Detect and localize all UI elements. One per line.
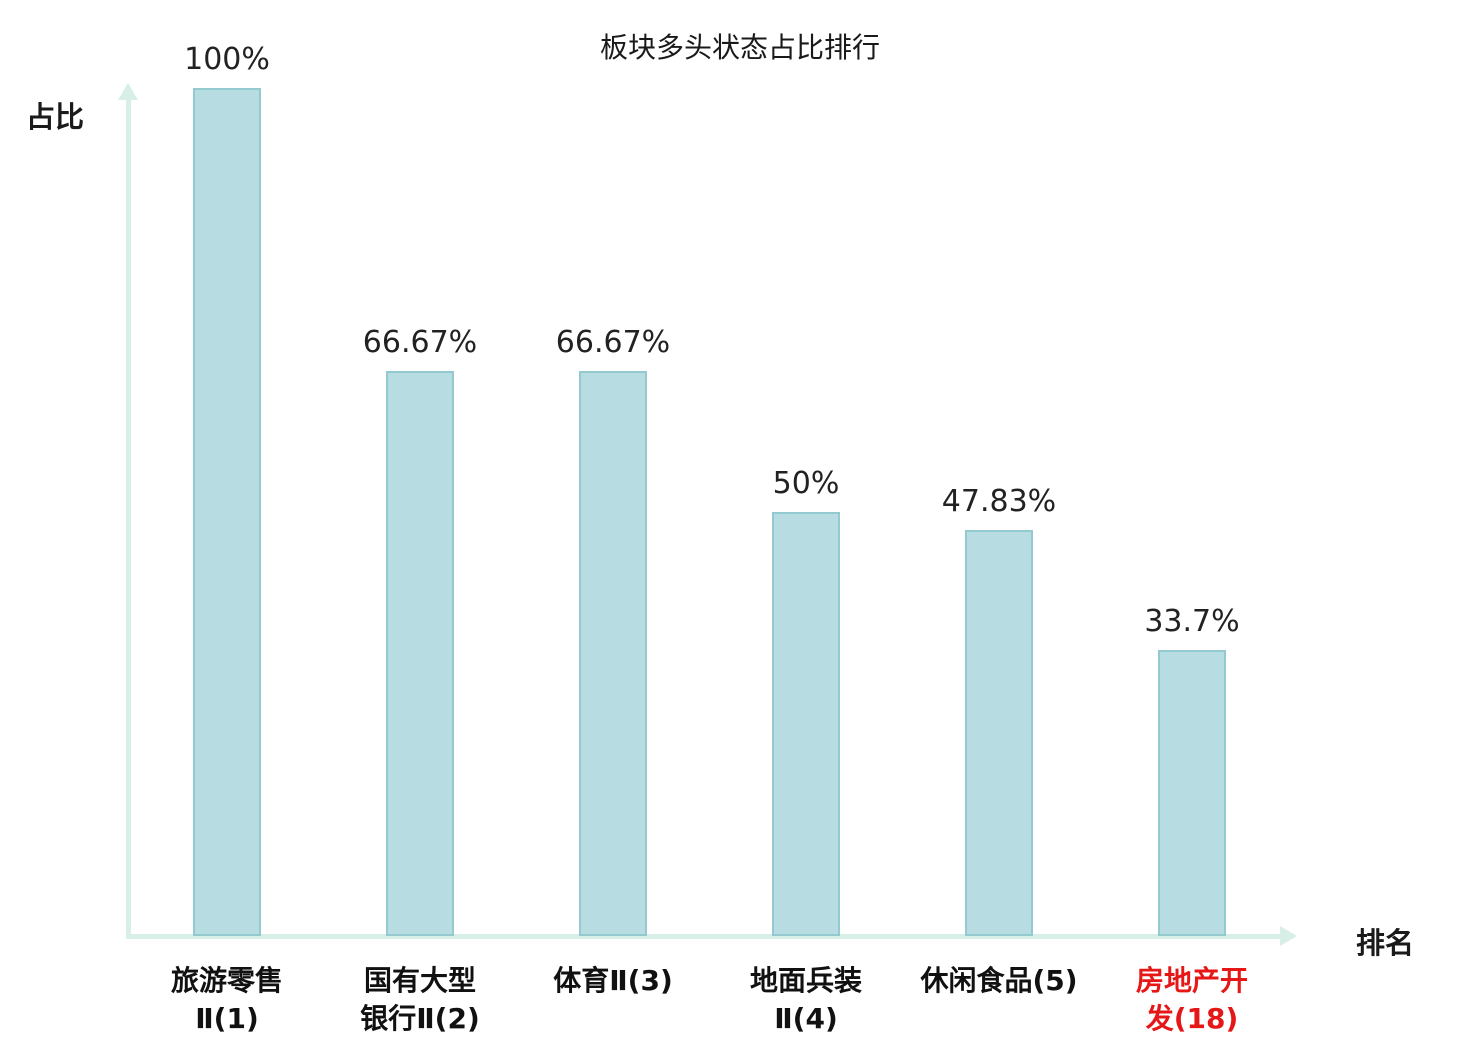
bar-6 [1158,650,1226,936]
bar-3 [579,371,647,936]
value-label-4: 50% [772,466,840,501]
chart-title: 板块多头状态占比排行 [599,31,881,64]
value-label-1: 100% [184,42,270,77]
x-axis-label: 排名 [1356,926,1415,960]
category-label-6: 房地产开 发(18) [1135,964,1248,1035]
y-axis-label: 占比 [26,100,85,134]
y-axis-line [126,98,131,939]
bar-5 [965,530,1033,936]
bar-1 [193,88,261,936]
x-axis-arrow-icon [1280,926,1297,946]
value-label-6: 33.7% [1144,604,1240,639]
category-label-5: 休闲食品(5) [920,964,1078,997]
category-label-1: 旅游零售 Ⅱ(1) [170,964,283,1035]
category-label-3: 体育Ⅱ(3) [553,964,673,997]
y-axis-arrow-icon [118,83,138,100]
x-axis-line [126,934,1284,939]
category-label-4: 地面兵装 Ⅱ(4) [749,964,862,1035]
value-label-3: 66.67% [555,325,671,360]
value-label-2: 66.67% [362,325,478,360]
bar-4 [772,512,840,936]
value-label-5: 47.83% [941,484,1057,519]
category-label-2: 国有大型 银行Ⅱ(2) [360,964,480,1035]
bar-2 [386,371,454,936]
